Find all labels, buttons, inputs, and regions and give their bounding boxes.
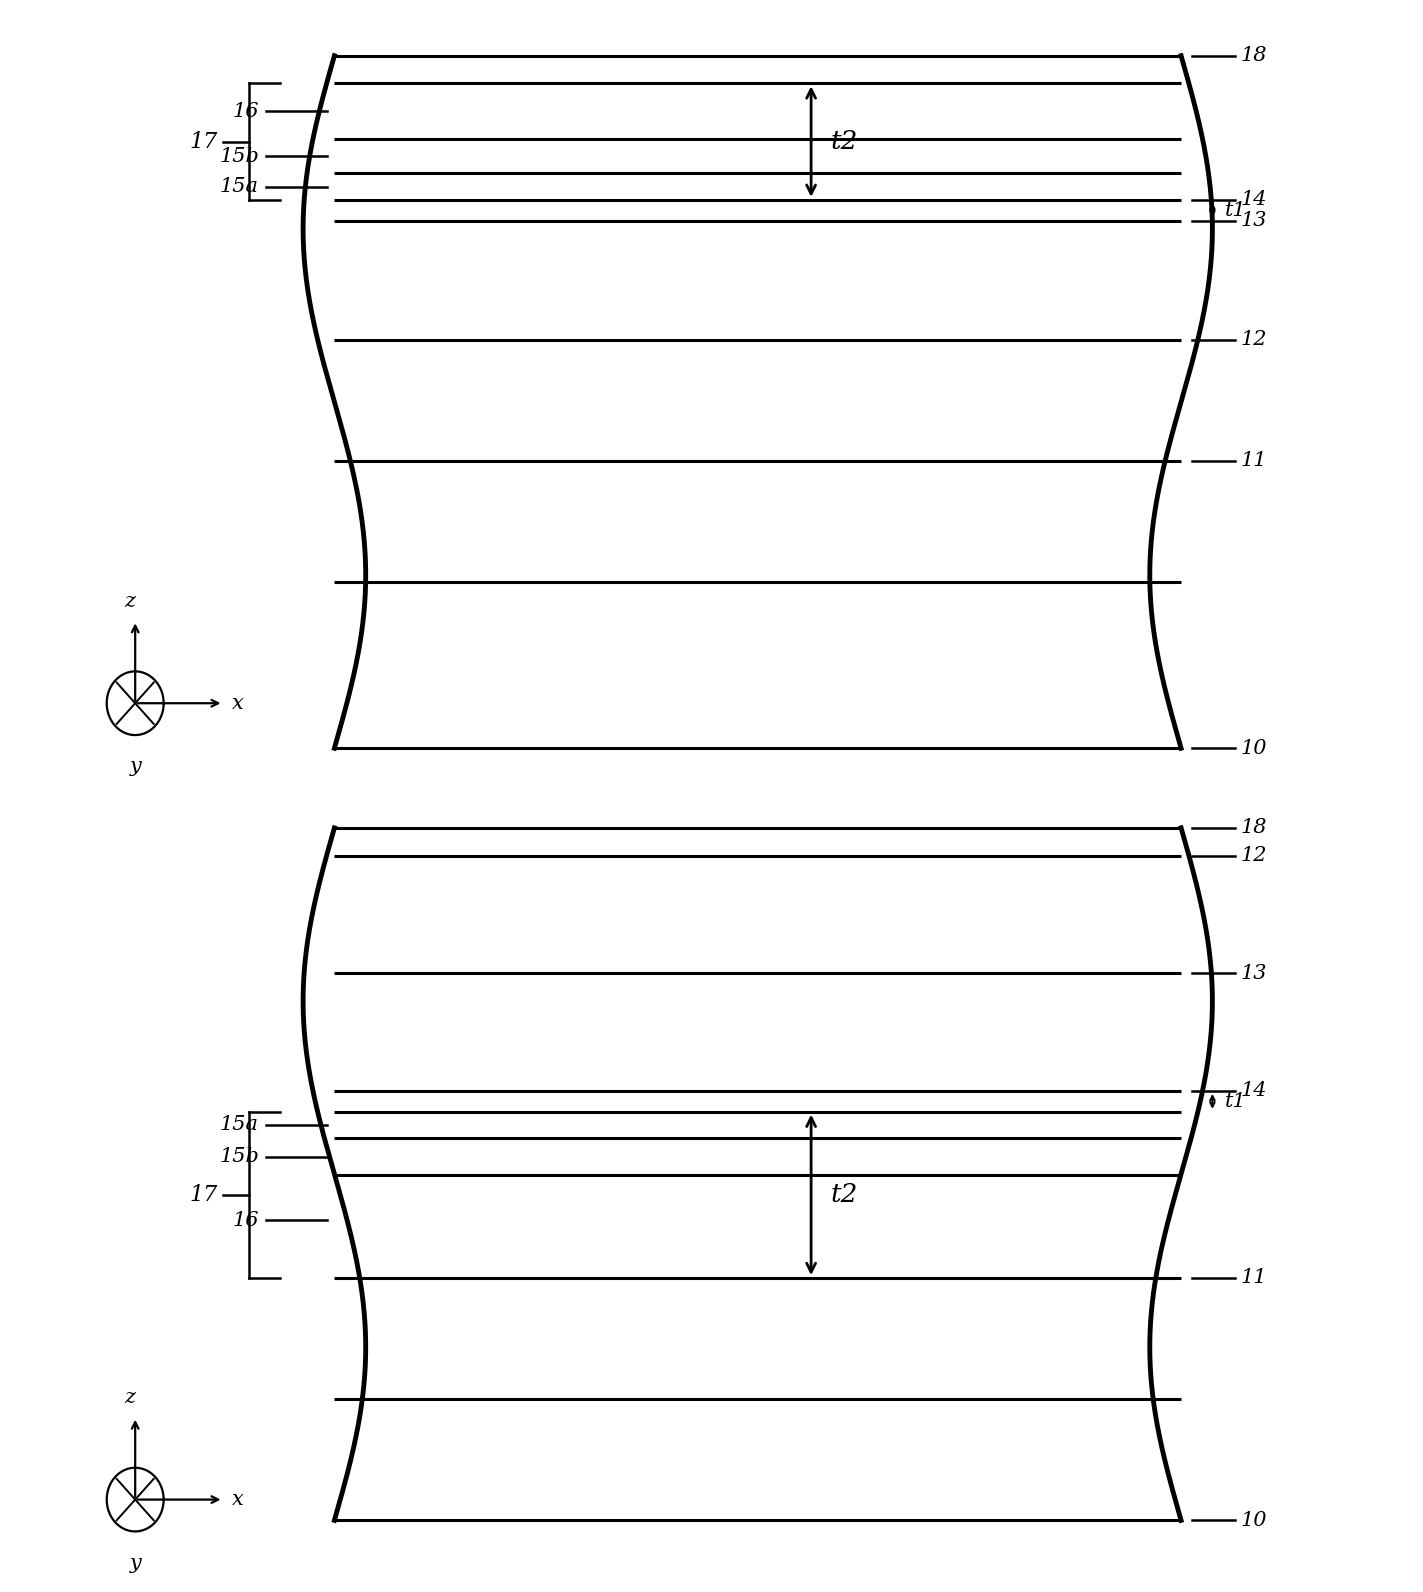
Text: t1: t1 <box>1225 201 1247 220</box>
Text: t1: t1 <box>1225 1092 1247 1111</box>
Text: 11: 11 <box>1241 1269 1268 1288</box>
Text: 11: 11 <box>1241 452 1268 470</box>
Polygon shape <box>334 56 1181 748</box>
Text: 10: 10 <box>1241 1511 1268 1530</box>
Text: z: z <box>124 592 135 611</box>
Text: 13: 13 <box>1241 963 1268 982</box>
Text: 15a: 15a <box>221 1116 259 1135</box>
Text: 17: 17 <box>189 131 218 153</box>
Text: 18: 18 <box>1241 818 1268 837</box>
Text: z: z <box>124 1388 135 1407</box>
Text: t2: t2 <box>831 1183 858 1207</box>
Text: 12: 12 <box>1241 330 1268 349</box>
Text: 15a: 15a <box>221 177 259 196</box>
Text: y: y <box>129 758 141 777</box>
Text: 18: 18 <box>1241 46 1268 65</box>
Text: y: y <box>129 1554 141 1573</box>
Text: 13: 13 <box>1241 212 1268 229</box>
Text: 10: 10 <box>1241 739 1268 758</box>
Text: 14: 14 <box>1241 1081 1268 1100</box>
Text: 16: 16 <box>232 102 259 121</box>
Text: 16: 16 <box>232 1212 259 1231</box>
Text: x: x <box>232 694 243 713</box>
Text: 15b: 15b <box>219 1148 259 1167</box>
Text: 17: 17 <box>189 1184 218 1205</box>
Text: 15b: 15b <box>219 146 259 166</box>
Polygon shape <box>334 828 1181 1520</box>
Text: 12: 12 <box>1241 845 1268 864</box>
Text: t2: t2 <box>831 129 858 154</box>
Text: x: x <box>232 1490 243 1509</box>
Text: 14: 14 <box>1241 191 1268 209</box>
